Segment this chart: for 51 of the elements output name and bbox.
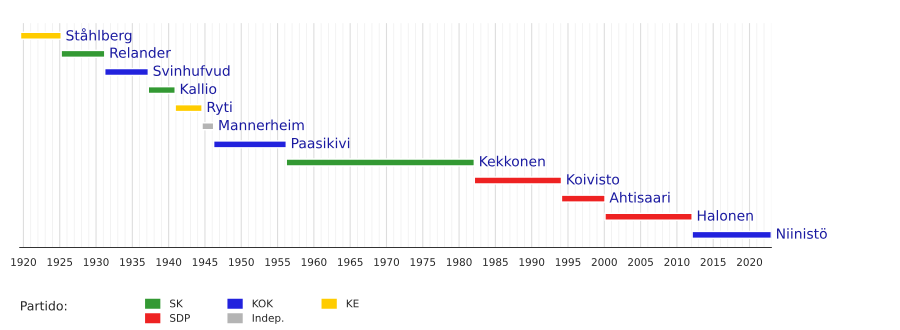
x-tick-label: 1925 [48, 258, 72, 266]
y-tick-label: Paasikivi [292, 138, 350, 148]
y-tick-label: Ståhlberg [66, 28, 132, 44]
y-tick-label: Relander [110, 47, 171, 58]
y-tick-label: Svinhufvud [154, 65, 230, 76]
y-tick-label: Mannerheim [219, 120, 304, 130]
x-tick-label: 2015 [700, 258, 726, 266]
bar [691, 230, 772, 239]
x-tick-label: 1995 [556, 258, 580, 266]
legend-label: SDP [170, 314, 190, 322]
y-tick-label: Ryti [208, 101, 232, 115]
bar [286, 158, 476, 167]
x-tick-label: 1940 [156, 258, 182, 266]
x-tick-label: 1975 [410, 258, 436, 266]
bar [104, 68, 150, 76]
x-tick-label: 1960 [302, 258, 326, 266]
x-tick-label: 1990 [520, 258, 544, 266]
x-tick-label: 2005 [628, 258, 653, 266]
x-tick-label: 1965 [338, 258, 363, 266]
legend-label: Indep. [252, 314, 284, 324]
bar [604, 212, 693, 221]
x-tick-label: 2010 [664, 258, 690, 266]
x-tick-label: 2020 [737, 258, 762, 266]
y-tick-label: Niinistö [777, 228, 827, 239]
legend-label: KOK [252, 300, 274, 308]
legend-label: KE [346, 300, 359, 308]
y-tick-label: Koivisto [567, 174, 620, 185]
bar [560, 194, 606, 203]
x-tick-label: 1930 [84, 258, 109, 266]
x-tick-label: 1970 [374, 258, 400, 266]
x-tick-label: 1955 [265, 258, 290, 266]
y-tick-label: Kallio [180, 83, 216, 94]
y-tick-label: Ahtisaari [609, 192, 670, 203]
bar [474, 176, 562, 185]
y-tick-label: Kekkonen [480, 156, 545, 166]
x-tick-label: 1980 [446, 258, 472, 266]
x-tick-label: 1950 [229, 258, 254, 266]
x-tick-label: 1945 [192, 258, 218, 266]
x-tick-label: 1985 [483, 258, 508, 266]
bar [148, 86, 176, 94]
x-tick-label: 2000 [592, 258, 617, 266]
legend-label: SK [170, 300, 184, 308]
bar [60, 50, 106, 58]
bar [174, 104, 203, 112]
bar [20, 32, 62, 40]
x-tick-label: 1935 [120, 258, 145, 266]
y-tick-label: Halonen [698, 210, 753, 221]
bar [212, 140, 287, 148]
legend-title: Partido: [21, 300, 66, 311]
x-tick-label: 1920 [11, 258, 36, 266]
bar [201, 122, 214, 130]
